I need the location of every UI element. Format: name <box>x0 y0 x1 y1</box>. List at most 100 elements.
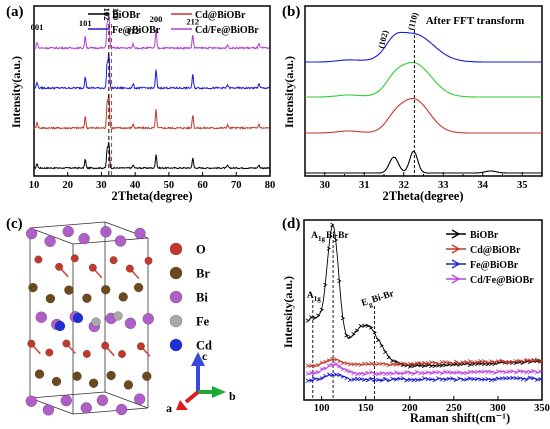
raman-marker <box>344 361 349 366</box>
raman-marker <box>450 376 455 381</box>
unit-cell-edge <box>29 221 106 229</box>
x-tick-label: 32 <box>399 180 410 191</box>
raman-marker <box>450 370 455 375</box>
raman-marker <box>354 376 360 381</box>
legend-marker-2 <box>451 259 461 269</box>
raman-marker <box>446 360 451 365</box>
raman-annotation-1: A1gBi-Br <box>311 231 349 243</box>
raman-marker <box>425 376 430 382</box>
raman-marker <box>428 363 434 369</box>
raman-marker <box>407 370 413 375</box>
x-tick-label: 100 <box>314 403 330 414</box>
raman-marker <box>443 359 448 365</box>
raman-marker <box>510 369 515 374</box>
atom-br <box>82 293 92 303</box>
raman-marker <box>319 367 324 372</box>
atom-bi <box>60 394 73 407</box>
raman-marker <box>407 362 413 367</box>
raman-marker <box>305 363 310 368</box>
raman-marker <box>309 370 314 376</box>
atom-fe <box>91 317 101 327</box>
fft-line-cd-biobr <box>305 97 542 134</box>
raman-marker <box>326 363 332 369</box>
panel-b-frame <box>304 5 543 177</box>
legend-label-0: BiOBr <box>470 230 499 241</box>
raman-marker <box>351 377 356 382</box>
legend-label-3: Cd/Fe@BiOBr <box>470 275 534 286</box>
atom-o <box>117 349 127 359</box>
raman-marker <box>351 332 356 337</box>
raman-marker <box>365 378 370 383</box>
atom-o <box>34 255 43 264</box>
raman-marker <box>340 315 346 321</box>
crystal-legend: O Br Bi Fe Cd <box>169 243 212 353</box>
raman-marker <box>510 359 515 365</box>
raman-marker <box>432 377 437 383</box>
x-tick-label: 60 <box>197 180 208 191</box>
raman-marker <box>397 376 402 381</box>
legend-label-1: Cd@BiOBr <box>195 10 246 21</box>
b-axis-label: b <box>229 389 236 403</box>
atom-bi <box>25 227 38 240</box>
raman-marker <box>316 377 321 382</box>
annotation-base: E <box>360 297 369 308</box>
atom-o <box>101 341 110 350</box>
raman-marker <box>407 377 413 382</box>
raman-marker <box>467 376 473 381</box>
panel-d-legend: BiOBr Cd@BiOBr Fe@BiOBr Cd/Fe@BiOBr <box>446 229 534 286</box>
raman-marker <box>330 222 335 228</box>
raman-marker <box>534 357 540 362</box>
hkl-label-001: 001 <box>31 22 44 32</box>
raman-annotation-0: A1g <box>307 291 321 303</box>
atom-o <box>109 256 118 265</box>
raman-marker <box>358 371 363 376</box>
panel-a-label: (a) <box>6 4 24 20</box>
raman-marker <box>439 371 444 376</box>
annotation-base: A <box>307 291 314 301</box>
raman-marker <box>421 363 427 369</box>
raman-marker <box>446 369 451 375</box>
legend-atom-label: Fe <box>196 315 210 329</box>
x-tick-label: 35 <box>517 180 528 191</box>
raman-marker <box>309 363 314 368</box>
raman-marker <box>393 370 399 375</box>
atom-bi <box>96 394 109 407</box>
raman-marker <box>538 369 543 374</box>
raman-marker <box>534 370 540 375</box>
raman-marker <box>404 361 409 367</box>
atom-fe <box>113 311 123 321</box>
raman-marker <box>333 361 339 367</box>
raman-marker <box>478 358 483 364</box>
panel-a-frame <box>33 5 271 177</box>
atom-bi <box>100 226 112 238</box>
raman-marker <box>361 361 367 367</box>
legend-label-1: Cd@BiOBr <box>470 245 521 256</box>
x-tick-label: 30 <box>96 180 107 191</box>
raman-marker <box>319 376 324 381</box>
atom-br <box>88 378 99 388</box>
raman-marker <box>365 361 370 366</box>
atom-o <box>136 342 145 351</box>
raman-marker <box>534 377 540 382</box>
atom-br <box>133 282 144 293</box>
raman-marker <box>316 370 321 375</box>
xrd-line-cd-fe-biobr <box>33 12 270 51</box>
raman-marker <box>340 366 346 372</box>
panel-b-label: (b) <box>282 4 300 20</box>
panel-b-x-ticks: 30 31 32 33 34 35 <box>320 172 543 191</box>
panel-d-xlabel: Raman shift(cm⁻¹) <box>410 411 510 425</box>
raman-marker <box>460 360 466 365</box>
atom-br <box>72 371 82 381</box>
hkl-label-112: 112 <box>127 26 139 36</box>
raman-marker <box>495 369 501 374</box>
raman-marker <box>379 378 384 383</box>
legend-label-0: BiOBr <box>112 10 141 21</box>
raman-marker <box>344 333 349 338</box>
atom-br <box>51 376 62 387</box>
raman-marker <box>464 377 469 382</box>
raman-marker <box>432 370 437 375</box>
atom-br <box>100 284 111 295</box>
raman-marker <box>372 330 377 335</box>
